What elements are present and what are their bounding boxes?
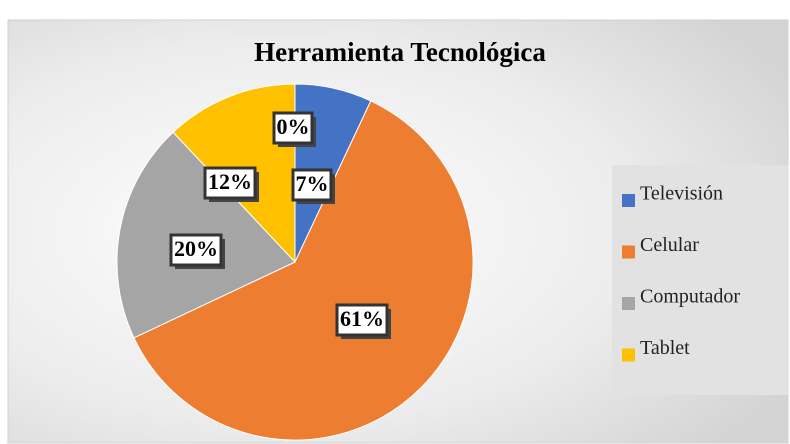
data-label-box (335, 303, 389, 337)
data-label: 7% (296, 171, 329, 196)
legend-swatch (622, 245, 635, 259)
legend-box (612, 165, 788, 395)
data-label-box (291, 168, 333, 202)
chart-title: Herramienta Tecnológica (254, 37, 546, 67)
data-label-box (203, 166, 257, 200)
legend-label: Computador (640, 286, 740, 308)
data-label: 0% (277, 114, 310, 139)
legend-swatch (622, 194, 635, 207)
legend-label: Celular (640, 234, 699, 256)
legend-label: Televisión (640, 183, 723, 205)
data-label: 12% (208, 169, 252, 194)
data-label-box (169, 233, 223, 267)
pie-slice (133, 100, 474, 441)
data-label: 20% (174, 236, 218, 261)
legend-swatch (622, 297, 635, 310)
legend-swatch (622, 348, 635, 362)
legend-label: Tablet (640, 337, 690, 359)
data-label: 61% (340, 306, 384, 331)
data-label-box (272, 111, 314, 145)
